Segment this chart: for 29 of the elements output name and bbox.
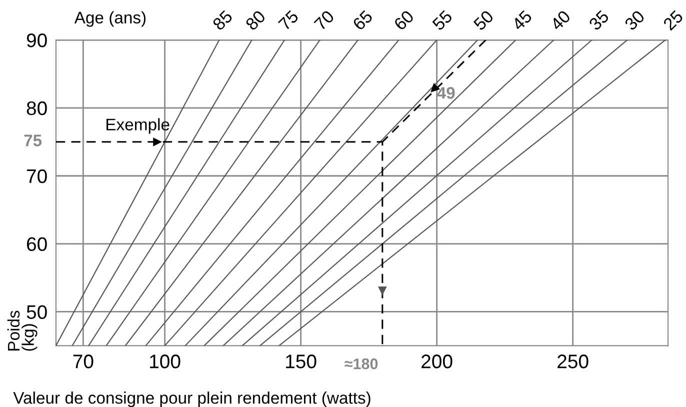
text: 40 bbox=[550, 10, 572, 32]
text: 75 bbox=[278, 10, 300, 31]
y-tick-label: 60 bbox=[27, 237, 47, 252]
chart-title: Age (ans) bbox=[74, 11, 146, 27]
text: 80 bbox=[244, 10, 266, 31]
text: 50 bbox=[472, 10, 494, 31]
y-tick-label: 50 bbox=[26, 305, 47, 319]
text: 45 bbox=[511, 10, 533, 32]
text: 65 bbox=[352, 10, 374, 31]
x-tick-label: 100 bbox=[150, 354, 180, 368]
text: 55 bbox=[432, 10, 453, 31]
y-tick-label: 90 bbox=[26, 33, 47, 48]
text: 25 bbox=[662, 10, 684, 31]
x-tick-label: 200 bbox=[422, 354, 452, 368]
text: 30 bbox=[624, 10, 646, 31]
y-tick-label: 80 bbox=[26, 101, 47, 116]
x-tick-label: 70 bbox=[73, 354, 94, 368]
annotation: 75 bbox=[24, 134, 42, 146]
y-tick-label: 70 bbox=[27, 169, 47, 184]
annotation: ≈180 bbox=[344, 358, 378, 370]
x-tick-label: 250 bbox=[558, 354, 588, 368]
text: 70 bbox=[314, 10, 335, 31]
annotation: 49 bbox=[437, 87, 455, 99]
text: 35 bbox=[588, 10, 610, 31]
annotation: Exemple bbox=[106, 118, 170, 134]
x-tick-label: 150 bbox=[286, 354, 316, 368]
text: 85 bbox=[212, 10, 234, 31]
text: 60 bbox=[393, 10, 415, 31]
x-axis-title: Valeur de consigne pour plein rendement (watts) bbox=[13, 392, 370, 407]
